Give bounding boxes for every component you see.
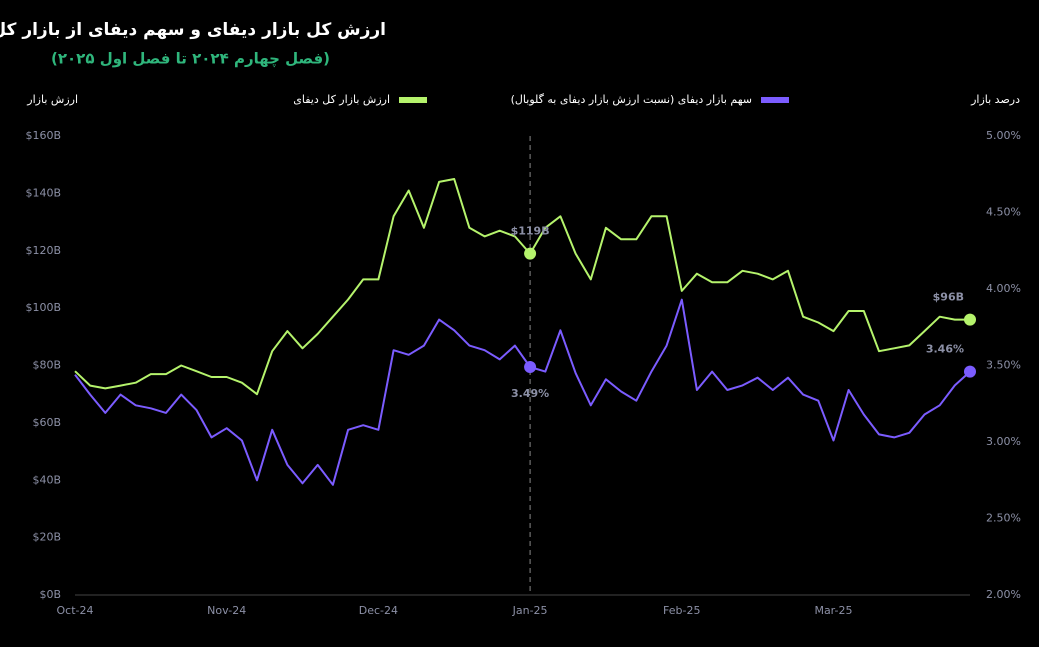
point-marker (964, 365, 976, 378)
value-label: $119B (511, 225, 550, 238)
y2-tick-label: 3.50% (986, 359, 1021, 372)
legend-swatch (399, 97, 427, 103)
y2-tick-label: 4.50% (986, 206, 1021, 219)
y-tick-label: $80B (32, 359, 61, 372)
value-label: 3.46% (926, 343, 964, 356)
y2-tick-label: 2.50% (986, 512, 1021, 525)
y-tick-label: $140B (25, 186, 61, 199)
legend-label: سهم بازار دیفای (نسبت ارزش بازار دیفای ب… (511, 93, 752, 106)
series-line (74, 178, 970, 396)
x-tick-label: Mar-25 (814, 604, 852, 617)
y2-tick-label: 3.00% (986, 435, 1021, 448)
legend-swatch (761, 97, 789, 103)
series-line (74, 298, 971, 486)
x-tick-label: Jan-25 (512, 604, 548, 617)
y2-tick-label: 5.00% (986, 129, 1021, 142)
x-tick-label: Feb-25 (663, 604, 700, 617)
y-tick-label: $100B (25, 301, 61, 314)
chart-subtitle: (فصل چهارم ۲۰۲۴ تا فصل اول ۲۰۲۵) (51, 50, 330, 69)
point-marker (964, 313, 976, 326)
x-tick-label: Dec-24 (359, 604, 398, 617)
legend-label: ارزش بازار کل دیفای (293, 93, 390, 106)
y-tick-label: $60B (32, 416, 61, 429)
chart-title: ارزش کل بازار دیفای و سهم دیفای از بازار… (0, 20, 386, 40)
y2-tick-label: 4.00% (986, 282, 1021, 295)
value-label: $96B (933, 291, 964, 304)
y-tick-label: $40B (32, 473, 61, 486)
y2-axis-title: درصد بازار (970, 93, 1020, 106)
y-tick-label: $20B (32, 531, 61, 544)
x-tick-label: Oct-24 (57, 604, 94, 617)
point-marker (524, 247, 537, 260)
y-tick-label: $120B (25, 244, 61, 257)
point-marker (524, 361, 537, 374)
x-tick-label: Nov-24 (207, 604, 246, 617)
value-label: 3.49% (511, 387, 549, 400)
y2-tick-label: 2.00% (986, 588, 1021, 601)
y-axis-title: ارزش بازار (26, 93, 78, 106)
y-tick-label: $0B (39, 588, 61, 601)
y-tick-label: $160B (25, 129, 61, 142)
